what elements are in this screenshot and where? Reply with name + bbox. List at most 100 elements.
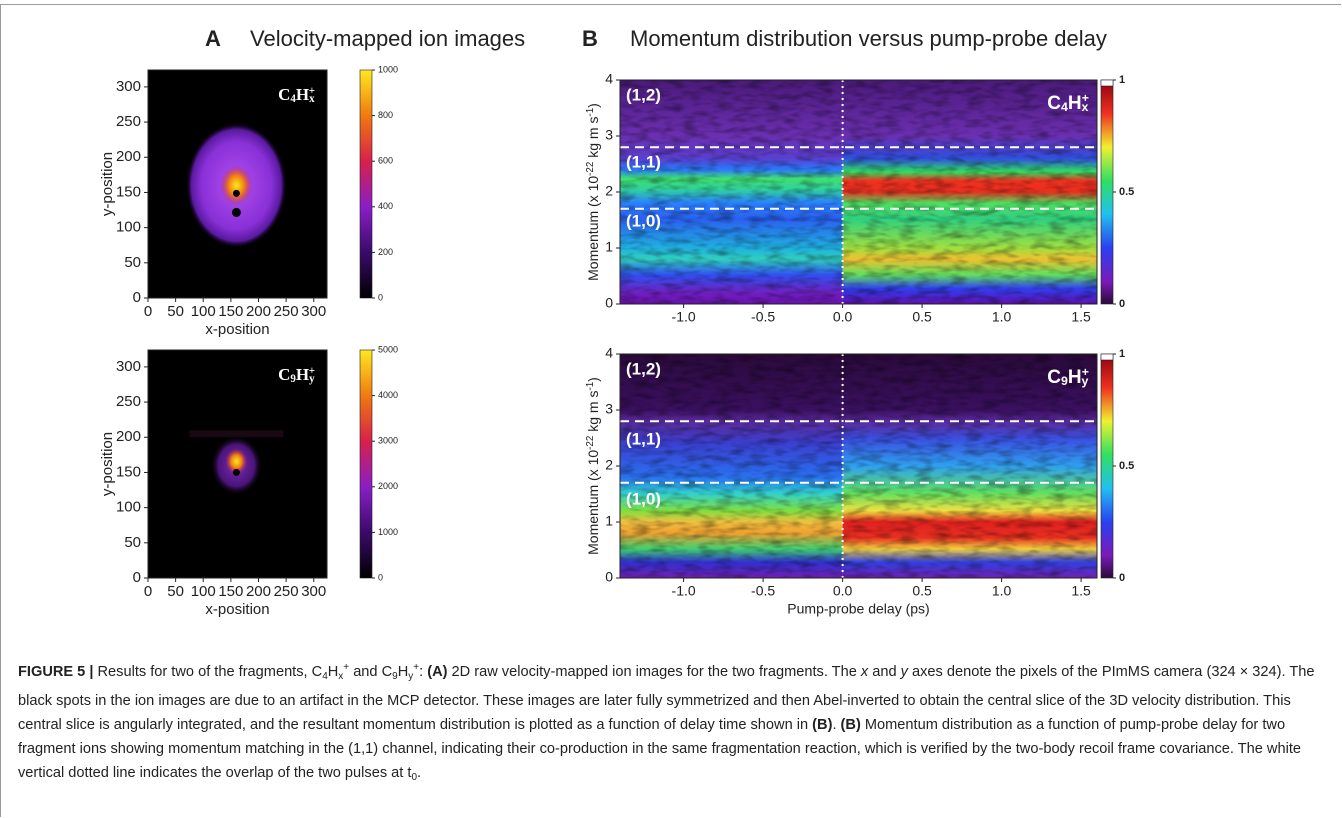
y-axis-label-part: Momentum (x 10 [585, 176, 601, 281]
plot-image [620, 354, 1097, 578]
caption-text: H [397, 664, 409, 680]
colorbar-tick-label: 4000 [378, 390, 398, 400]
colorbar [1100, 79, 1114, 305]
caption-text: Results for two of the fragments, C [93, 664, 323, 680]
caption: FIGURE 5 | Results for two of the fragme… [18, 656, 1323, 790]
x-tick-label: 1.0 [992, 583, 1012, 599]
colorbar-tick-label: 0 [1119, 572, 1125, 584]
caption-text: + [343, 662, 350, 673]
y-tick-label: 1 [605, 239, 613, 255]
colorbar-tick-label: 1 [1119, 348, 1125, 360]
colorbar-tick-label: 0 [378, 292, 383, 302]
caption-text: : [419, 664, 428, 680]
y-axis-label: y-position [99, 152, 116, 216]
x-axis-label: x-position [205, 601, 269, 618]
y-axis-label: Momentum (x 10-22 kg m s-1) [585, 377, 601, 555]
species-label-part: + [1082, 365, 1089, 379]
species-label-part: 4 [290, 93, 296, 105]
caption-text: y [900, 664, 908, 680]
caption-text: x [860, 664, 869, 680]
x-tick-label: 50 [167, 303, 184, 320]
x-tick-label: 300 [301, 303, 326, 320]
detector-spot [232, 189, 240, 197]
y-tick-label: 50 [124, 254, 141, 271]
caption-text: FIGURE 5 | [18, 664, 94, 680]
x-tick-label: 150 [218, 583, 243, 600]
channel-label: (1,2) [626, 85, 661, 104]
y-tick-label: 2 [605, 183, 613, 199]
heatmap-texture [620, 354, 1097, 578]
y-axis-label-part: -1 [585, 382, 596, 391]
x-tick-label: 0.0 [833, 309, 853, 325]
caption-text: . [417, 765, 422, 781]
y-tick-label: 250 [116, 393, 141, 410]
y-tick-label: 100 [116, 499, 141, 516]
species-label-part: x [1082, 100, 1089, 114]
colorbar-tick-label: 1000 [378, 527, 398, 537]
colorbar-tick-label: 5000 [378, 344, 398, 354]
y-tick-label: 250 [116, 113, 141, 130]
y-tick-label: 300 [116, 78, 141, 95]
heatmap-texture [620, 80, 1097, 304]
y-tick-label: 100 [116, 219, 141, 236]
y-tick-label: 3 [605, 127, 613, 143]
channel-label: (1,1) [626, 429, 661, 448]
channel-label: (1,0) [626, 211, 661, 230]
colorbar-tick-label: 3000 [378, 436, 398, 446]
x-axis-label: x-position [205, 321, 269, 338]
x-tick-label: 0.5 [912, 309, 932, 325]
species-label: C4Hx+ [278, 85, 315, 105]
y-axis-label-part: ) [585, 377, 601, 382]
species-label: C9Hy+ [1047, 365, 1089, 388]
species-label-part: + [1082, 91, 1089, 105]
panel-title: Momentum distribution versus pump-probe … [630, 26, 1107, 51]
x-tick-label: 1.5 [1071, 309, 1091, 325]
x-tick-label: 100 [191, 303, 216, 320]
y-tick-label: 200 [116, 428, 141, 445]
species-label-part: + [309, 365, 315, 377]
plot-image [148, 350, 327, 578]
species-label: C4Hx+ [1047, 91, 1089, 114]
caption-text: Momentum distribution as a function of p… [18, 717, 1302, 781]
species-label-part: H [1068, 367, 1082, 388]
species-label-part: C [278, 365, 290, 384]
y-axis-label-part: ) [585, 103, 601, 108]
colorbar-tick-label: 200 [378, 247, 393, 257]
x-tick-label: 200 [246, 303, 271, 320]
y-axis-label: Momentum (x 10-22 kg m s-1) [585, 103, 601, 281]
detector-spot [231, 207, 241, 217]
caption-text: y [408, 671, 414, 682]
caption-text: 4 [322, 671, 328, 682]
caption-text: (B) [812, 717, 833, 733]
ion-core [220, 165, 253, 206]
y-axis-label-part: -1 [585, 108, 596, 117]
plot-frame [147, 69, 328, 299]
caption-text: H [327, 664, 339, 680]
colorbar-tick-label: 1000 [378, 64, 398, 74]
y-axis-label-part: -22 [585, 436, 596, 450]
channel-label: (1,0) [626, 489, 661, 508]
caption-text: 9 [392, 671, 398, 682]
y-tick-label: 2 [605, 457, 613, 473]
y-tick-label: 0 [605, 295, 613, 311]
caption-text: . [832, 717, 841, 733]
x-tick-label: 300 [301, 583, 326, 600]
colorbar-cap [1100, 353, 1114, 361]
species-label-part: H [296, 85, 309, 104]
y-tick-label: 0 [605, 569, 613, 585]
y-tick-label: 200 [116, 148, 141, 165]
x-tick-label: 1.5 [1071, 583, 1091, 599]
channel-label: (1,2) [626, 359, 661, 378]
plot-frame [147, 349, 328, 579]
colorbar-tick-label: 0 [1119, 298, 1125, 310]
y-axis-label-part: kg m s [585, 117, 601, 162]
x-tick-label: 150 [218, 303, 243, 320]
x-tick-label: 0 [144, 303, 152, 320]
ion-streak [189, 430, 284, 438]
x-tick-label: 0.0 [833, 583, 853, 599]
x-tick-label: -0.5 [751, 309, 775, 325]
y-tick-label: 50 [124, 534, 141, 551]
panel-letter: A [205, 26, 221, 51]
figure-frame [0, 4, 1341, 817]
species-label-part: y [1082, 374, 1089, 388]
